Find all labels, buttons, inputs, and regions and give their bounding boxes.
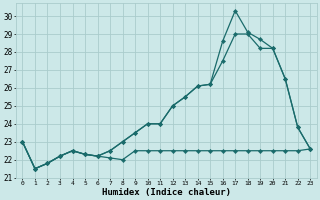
X-axis label: Humidex (Indice chaleur): Humidex (Indice chaleur) <box>102 188 231 197</box>
